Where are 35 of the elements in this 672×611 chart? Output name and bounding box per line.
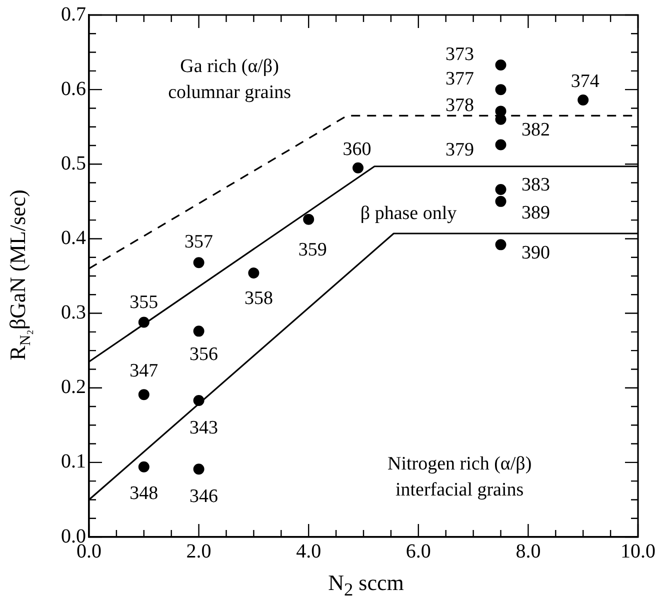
annotation: 356 — [190, 344, 218, 366]
annotation: 347 — [130, 360, 158, 382]
y-tick-label: 0.2 — [61, 376, 86, 398]
annotation: 379 — [446, 140, 474, 161]
annotation: 358 — [244, 288, 273, 309]
annotation: β phase only — [360, 203, 458, 224]
x-tick-label: 10.0 — [620, 540, 656, 562]
y-tick-label: 0.6 — [61, 78, 86, 100]
x-tick-label: 4.0 — [296, 540, 322, 562]
annotation: 382 — [522, 119, 550, 140]
annotation: 360 — [342, 138, 372, 160]
x-tick-label: 8.0 — [516, 540, 541, 562]
x-axis-title: N$_{2}$ sccm — [327, 570, 405, 600]
annotation: Ga rich (α/β) columnar grains — [168, 56, 292, 103]
y-tick-label: 0.4 — [61, 226, 86, 249]
y-tick-label: 0.1 — [61, 450, 86, 473]
annotation: 348 — [130, 482, 158, 504]
annotation: 390 — [522, 242, 550, 264]
annotation: 373 — [446, 44, 474, 65]
annotation: Nitrogen rich (α/β) interfacial grains — [388, 453, 532, 500]
annotation: 359 — [298, 239, 327, 260]
y-tick-label: 0.5 — [61, 152, 86, 174]
annotation: 377 — [446, 68, 474, 90]
annotation: 374 — [570, 70, 600, 92]
annotation: 383 — [522, 174, 550, 196]
x-tick-label: 2.0 — [186, 540, 212, 562]
annotation: 355 — [130, 292, 158, 314]
annotation: 346 — [190, 486, 218, 508]
x-tick-label: 6.0 — [406, 540, 431, 562]
annotation: 389 — [522, 202, 550, 224]
annotation: 378 — [446, 95, 474, 116]
y-tick-label: 0.7 — [61, 3, 86, 26]
annotation: 343 — [190, 418, 218, 439]
annotation: 357 — [184, 232, 214, 253]
y-tick-label: 0.3 — [61, 302, 86, 324]
